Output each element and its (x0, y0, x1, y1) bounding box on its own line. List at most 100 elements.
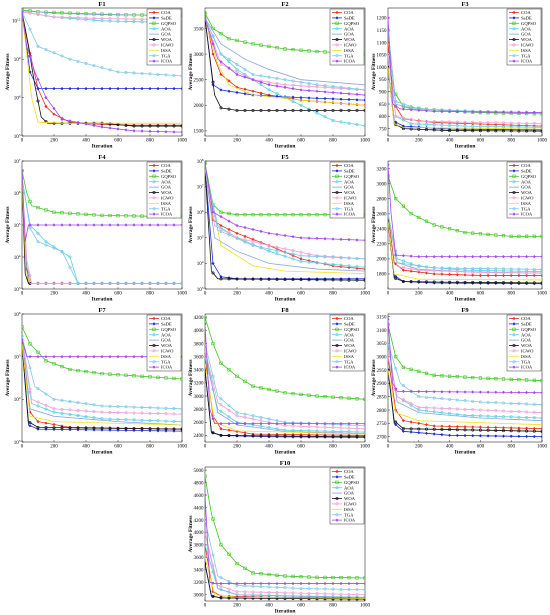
series-coa-marker (291, 97, 295, 101)
legend-label: SaDE (344, 322, 355, 327)
series-sade-marker (323, 96, 327, 101)
series-tga-marker (532, 267, 536, 271)
series-gqpso-marker (140, 374, 144, 378)
x-tick-label: 800 (146, 139, 154, 144)
series-tga-marker (124, 70, 128, 74)
legend-marker (512, 180, 516, 184)
legend-label: WOA (161, 190, 173, 195)
series-woa-marker (355, 108, 359, 112)
series-icoa-marker (275, 232, 279, 237)
series-gqpso-line (388, 324, 542, 382)
series-woa-marker (44, 120, 48, 124)
series-igwo-marker (315, 592, 319, 596)
series-tga-marker (227, 233, 231, 237)
x-tick-label: 0 (387, 139, 390, 144)
series-gqpso-marker (455, 229, 459, 233)
series-icoa-marker (494, 110, 498, 114)
x-tick-label: 600 (297, 139, 305, 144)
series-igwo-marker (140, 17, 144, 21)
series-coa-marker (432, 424, 436, 428)
series-tga-marker (22, 334, 24, 338)
legend-marker (512, 343, 516, 347)
series-tga-marker (331, 587, 335, 591)
series-igwo-marker (478, 270, 482, 274)
legend-label: GQPSO (521, 327, 537, 332)
series-icoa-marker (140, 129, 144, 133)
series-coa-marker (463, 425, 467, 429)
legend-marker (335, 169, 339, 173)
y-tick-label: 104 (14, 254, 21, 261)
legend-marker (335, 207, 339, 211)
legend-label: ISSA (161, 48, 172, 53)
series-igwo-marker (36, 12, 40, 16)
legend-label: GQPSO (161, 174, 177, 179)
series-coa-marker (44, 104, 48, 109)
legend-label: GQPSO (521, 21, 537, 26)
y-tick-label: 2950 (377, 369, 388, 374)
series-tga-marker (388, 28, 390, 32)
series-gqpso-marker (291, 574, 295, 578)
series-tga-marker (100, 404, 104, 408)
series-icoa-marker (463, 110, 467, 114)
series-tga-marker (363, 88, 365, 92)
series-tga-marker (363, 257, 365, 261)
series-icoa-marker (148, 223, 152, 227)
series-coa-marker (108, 123, 112, 127)
series-gqpso-marker (315, 213, 319, 217)
x-tick-label: 0 (21, 139, 24, 144)
series-woa-marker (219, 433, 223, 437)
series-gqpso-marker (60, 11, 64, 15)
series-gqpso-marker (275, 213, 279, 217)
series-icoa-marker (172, 130, 176, 134)
series-icoa-marker (243, 581, 247, 586)
series-tga-marker (417, 264, 421, 268)
series-icoa-marker (424, 109, 429, 113)
legend-label: SaDE (521, 16, 532, 21)
series-igwo-marker (409, 118, 413, 122)
y-tick-label: 103 (14, 133, 21, 140)
series-igwo-marker (108, 17, 112, 21)
series-igwo-marker (235, 590, 239, 594)
series-tga-marker (455, 398, 459, 402)
series-woa-marker (140, 427, 144, 431)
y-tick-label: 106 (14, 94, 21, 101)
series-aoa-marker (363, 430, 365, 434)
series-igwo-marker (347, 426, 351, 430)
series-woa-line (388, 369, 542, 432)
x-tick-label: 0 (204, 445, 207, 450)
series-icoa-marker (172, 223, 176, 227)
series-igwo-marker (363, 427, 365, 431)
series-gqpso-marker (307, 393, 311, 397)
series-icoa-marker (132, 129, 136, 133)
series-aoa-marker (432, 410, 436, 414)
legend-marker (335, 365, 339, 369)
series-tga-marker (323, 84, 327, 88)
series-woa-marker (315, 597, 319, 601)
legend-marker (335, 343, 339, 347)
series-gqpso-marker (315, 394, 319, 398)
series-icoa-marker (347, 581, 351, 586)
y-tick-label: 108 (197, 158, 204, 165)
legend-marker (335, 469, 339, 474)
x-tick-label: 0 (387, 292, 390, 297)
legend-label: IGWO (344, 196, 357, 201)
series-tga-marker (243, 67, 247, 71)
legend-marker (335, 486, 339, 490)
x-tick-label: 800 (507, 445, 515, 450)
y-tick-label: 1500 (194, 130, 205, 135)
series-aoa-marker (124, 418, 128, 422)
series-gqpso-marker (494, 233, 498, 237)
series-woa-marker (283, 277, 287, 281)
series-icoa-marker (323, 422, 327, 426)
y-tick-label: 103 (14, 439, 21, 446)
series-tga-marker (219, 52, 223, 56)
series-aoa-marker (275, 92, 279, 96)
legend-label: WOA (521, 37, 533, 42)
series-aoa-marker (323, 262, 327, 266)
series-woa-marker (156, 124, 160, 128)
series-sade-marker (172, 87, 176, 91)
series-woa-marker (417, 280, 421, 284)
series-aoa-marker (205, 543, 207, 547)
series-igwo-marker (116, 17, 120, 21)
series-sade-marker (540, 435, 542, 439)
